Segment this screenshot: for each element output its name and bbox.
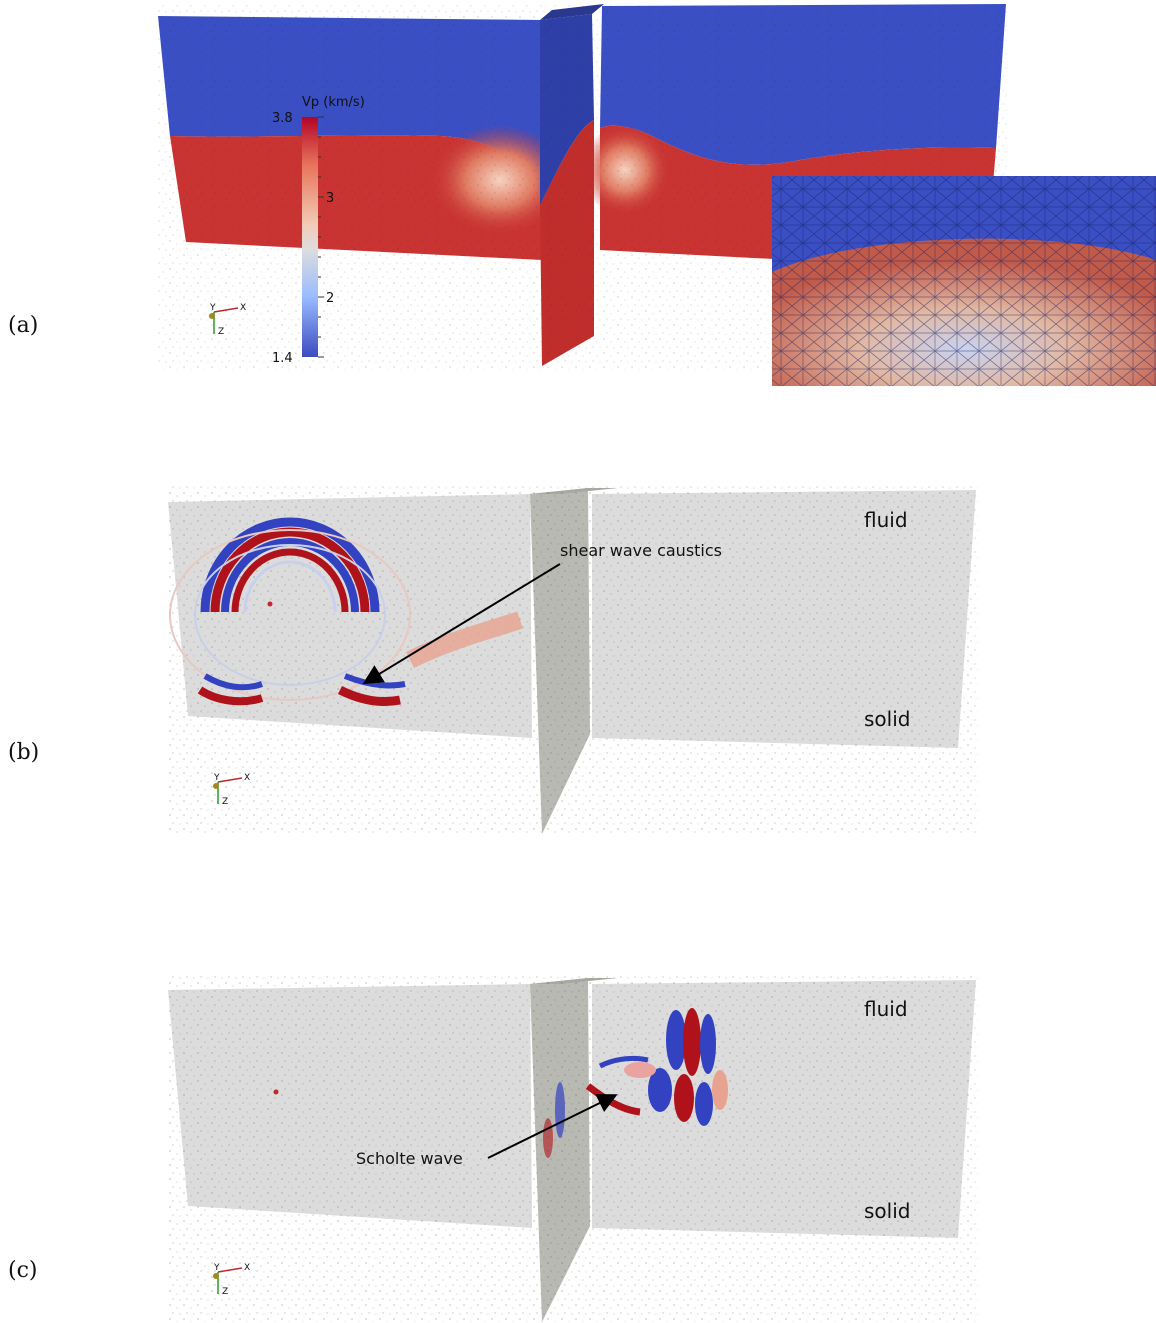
panel-c-annotation-arrow (487, 1094, 618, 1159)
axis-y-label: Y (209, 303, 216, 313)
colorbar-title: Vp (km/s) (302, 95, 365, 110)
axis-x-label: X (240, 303, 246, 313)
panel-b-wavefronts (169, 517, 523, 707)
panel-a-mesh-inset (772, 176, 1156, 386)
axis-x-label: X (244, 1263, 250, 1273)
axis-x-label: X (244, 773, 250, 783)
panel-c-axes-triad: X Y Z (213, 1263, 250, 1297)
panel-c-fluid-label: fluid (864, 997, 908, 1021)
axis-y-label: Y (213, 773, 220, 783)
panel-c-label: (c) (8, 1258, 38, 1283)
axis-z-label: Z (218, 327, 224, 337)
panel-a-axes-triad: X Y Z (209, 303, 246, 337)
panel-c-annotation: Scholte wave (356, 1149, 463, 1168)
colorbar-max-label: 3.8 (272, 111, 293, 126)
colorbar-tick-2: 2 (326, 291, 334, 306)
panel-b-solid-label: solid (864, 707, 910, 731)
panel-c-model: Scholte wave fluid solid (168, 976, 978, 1322)
axis-y-label: Y (213, 1263, 220, 1273)
colorbar-tick-3: 3 (326, 191, 334, 206)
panel-b-annotation: shear wave caustics (560, 541, 722, 560)
colorbar-gradient (302, 117, 318, 357)
colorbar-min-label: 1.4 (272, 351, 293, 366)
axis-z-label: Z (222, 797, 228, 807)
panel-b-fluid-label: fluid (864, 508, 908, 532)
panel-b-axes-triad: X Y Z (213, 773, 250, 807)
panel-c-solid-label: solid (864, 1199, 910, 1223)
panel-b-label: (b) (8, 740, 40, 765)
panel-b-model: shear wave caustics fluid solid (168, 486, 978, 836)
panel-a-label: (a) (8, 313, 39, 338)
axis-z-label: Z (222, 1287, 228, 1297)
panel-b-annotation-arrow (362, 563, 561, 685)
panel-a-colorbar: Vp (km/s) 3.8 3 2 1.4 (272, 95, 365, 366)
